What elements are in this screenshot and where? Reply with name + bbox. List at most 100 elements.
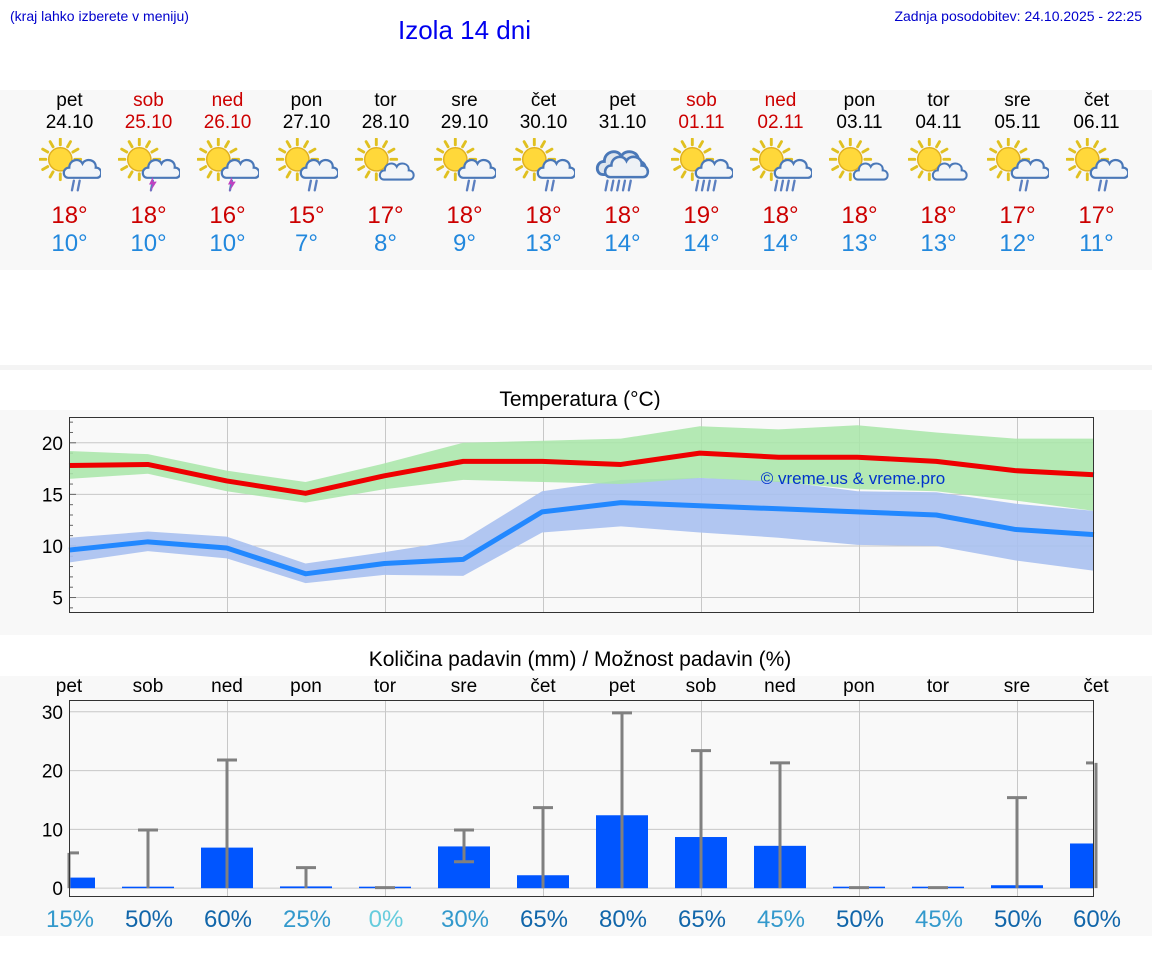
plot-frame bbox=[69, 417, 1094, 613]
forecast-day-date: 31.10 bbox=[598, 112, 647, 133]
y-tick-label: 30 bbox=[42, 703, 63, 724]
precip-probability-label: 0% bbox=[369, 906, 404, 933]
forecast-day: tor 28.10 17° 8° bbox=[346, 90, 425, 258]
cloud-icon bbox=[931, 162, 968, 181]
forecast-min-temp: 11° bbox=[1079, 230, 1114, 257]
forecast-min-temp: 8° bbox=[374, 230, 397, 257]
sun-cloud-heavy-rain-icon bbox=[749, 138, 812, 192]
precip-probability-label: 50% bbox=[994, 906, 1042, 933]
rain-icon bbox=[1018, 179, 1029, 192]
forecast-day-name: pet bbox=[609, 90, 636, 111]
forecast-min-temp: 14° bbox=[604, 230, 641, 257]
precip-probability-label: 60% bbox=[204, 906, 252, 933]
forecast-day: sre 05.11 17° 12° bbox=[978, 90, 1057, 258]
forecast-min-temp: 10° bbox=[51, 230, 88, 257]
x-category-label: pon bbox=[843, 676, 875, 697]
y-tick-label: 20 bbox=[42, 434, 63, 455]
cloud-icon bbox=[694, 158, 733, 179]
forecast-day: ned 02.11 18° 14° bbox=[741, 90, 820, 258]
precip-probability-label: 65% bbox=[520, 906, 568, 933]
forecast-min-temp: 12° bbox=[999, 230, 1036, 257]
precip-probability-label: 60% bbox=[1073, 906, 1121, 933]
forecast-day-date: 30.10 bbox=[519, 112, 568, 133]
lightning-icon bbox=[227, 176, 236, 193]
forecast-day-date: 06.11 bbox=[1073, 112, 1120, 133]
forecast-min-temp: 13° bbox=[841, 230, 878, 257]
sun-icon bbox=[749, 138, 793, 182]
forecast-max-temp: 18° bbox=[920, 202, 957, 229]
watermark: © vreme.us & vreme.pro bbox=[761, 469, 945, 488]
sun-cloud-icon bbox=[354, 138, 415, 182]
x-category-label: tor bbox=[927, 676, 950, 697]
forecast-day-date: 02.11 bbox=[757, 112, 804, 133]
rain-icon bbox=[307, 179, 318, 192]
forecast-max-temp: 17° bbox=[1078, 202, 1115, 229]
sun-icon bbox=[986, 138, 1030, 182]
forecast-day-date: 26.10 bbox=[203, 112, 252, 133]
precip-error-bar bbox=[691, 749, 711, 889]
x-category-label: pet bbox=[609, 676, 636, 697]
precip-error-bar bbox=[454, 828, 474, 864]
cloud-icon bbox=[536, 158, 575, 179]
sun-cloud-icon bbox=[907, 138, 968, 182]
temperature-chart: 5 10 15 20 © vreme.us & vreme.pro bbox=[42, 417, 1095, 613]
forecast-day-date: 25.10 bbox=[124, 112, 173, 133]
x-category-label: čet bbox=[530, 676, 556, 697]
precip-probability-label: 45% bbox=[757, 906, 805, 933]
sun-cloud-thunder-icon bbox=[196, 138, 259, 193]
precipitation-chart: pet sob ned pon tor sre čet pet sob ned pon tor sre č… bbox=[42, 676, 1121, 933]
y-tick-label: 20 bbox=[42, 762, 63, 783]
page-title: Izola 14 dni bbox=[398, 15, 531, 45]
precip-error-bar bbox=[533, 806, 553, 889]
precip-bar bbox=[1070, 843, 1094, 889]
x-category-label: tor bbox=[374, 676, 397, 697]
cloud-icon bbox=[603, 155, 649, 179]
forecast-day: pon 27.10 15° 7° bbox=[267, 90, 346, 258]
forecast-min-temp: 10° bbox=[209, 230, 246, 257]
forecast-day-name: sob bbox=[133, 90, 164, 111]
forecast-min-temp: 9° bbox=[453, 230, 476, 257]
forecast-day-name: ned bbox=[211, 90, 244, 111]
forecast-max-temp: 17° bbox=[999, 202, 1036, 229]
cloud-icon bbox=[62, 158, 101, 179]
cloud-icon bbox=[299, 158, 338, 179]
cloud-icon bbox=[1010, 158, 1049, 179]
cloud-icon bbox=[220, 158, 259, 179]
forecast-day-date: 04.11 bbox=[915, 112, 962, 133]
forecast-day: sob 01.11 19° 14° bbox=[662, 90, 741, 258]
temperature-chart-title: Temperatura (°C) bbox=[499, 388, 661, 411]
sun-icon bbox=[907, 138, 951, 182]
cloud-icon bbox=[852, 162, 889, 181]
temp-max-line bbox=[68, 450, 1095, 496]
forecast-day-name: čet bbox=[1083, 90, 1110, 111]
x-category-label: sob bbox=[686, 676, 717, 697]
precip-error-bar bbox=[612, 711, 632, 889]
precip-probability-label: 15% bbox=[46, 906, 94, 933]
forecast-max-temp: 17° bbox=[367, 202, 404, 229]
forecast-day-date: 29.10 bbox=[440, 112, 489, 133]
cloud-heavy-rain-icon bbox=[595, 150, 649, 192]
x-category-label: sob bbox=[133, 676, 164, 697]
sun-cloud-rain-icon bbox=[275, 138, 338, 192]
y-tick-label: 5 bbox=[52, 589, 63, 610]
precip-error-bar bbox=[138, 828, 158, 889]
forecast-max-temp: 15° bbox=[288, 202, 325, 229]
x-category-label: pon bbox=[290, 676, 322, 697]
forecast-day: pon 03.11 18° 13° bbox=[820, 90, 899, 258]
forecast-day: pet 24.10 18° 10° bbox=[30, 90, 109, 258]
rain-icon bbox=[70, 179, 81, 192]
precip-error-bar bbox=[217, 758, 237, 889]
precip-error-bar bbox=[1007, 796, 1027, 889]
forecast-max-temp: 18° bbox=[762, 202, 799, 229]
precip-error-bar bbox=[770, 761, 790, 889]
forecast-min-temp: 14° bbox=[683, 230, 720, 257]
precip-probability-label: 50% bbox=[125, 906, 173, 933]
forecast-day-date: 27.10 bbox=[282, 112, 331, 133]
x-category-label: ned bbox=[211, 676, 243, 697]
x-category-label: ned bbox=[764, 676, 796, 697]
y-tick-label: 0 bbox=[52, 879, 63, 900]
cloud-icon bbox=[378, 162, 415, 181]
menu-hint: (kraj lahko izberete v meniju) bbox=[10, 8, 189, 24]
temp-min-line bbox=[68, 500, 1095, 577]
forecast-day-name: pon bbox=[290, 90, 323, 111]
